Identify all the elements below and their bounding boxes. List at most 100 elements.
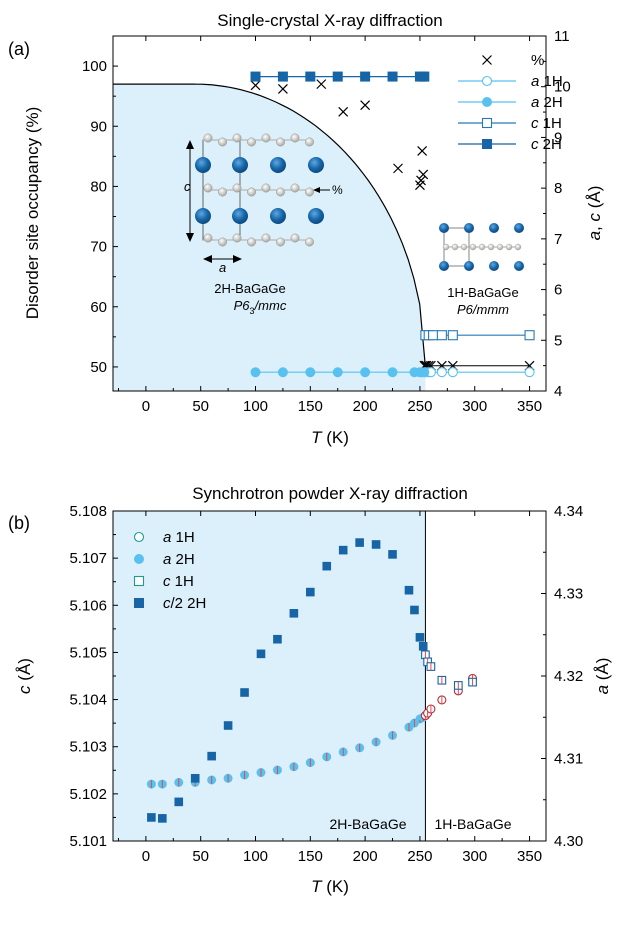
ga-ge-atom xyxy=(232,183,242,193)
ba-atom xyxy=(232,208,248,224)
legend-item: a 1H xyxy=(133,529,195,546)
data-point xyxy=(338,106,349,117)
legend-item: c 1H xyxy=(458,115,562,132)
y2-tick-label: 4 xyxy=(554,383,562,400)
ba-atom xyxy=(514,223,524,233)
x-tick-label: 350 xyxy=(517,848,542,865)
y2-tick-label: 4.31 xyxy=(554,751,583,768)
y-tick-label: 5.104 xyxy=(69,692,107,709)
data-point xyxy=(360,71,371,82)
data-point xyxy=(332,71,343,82)
ga-ge-atom xyxy=(505,243,513,251)
data-point xyxy=(316,79,327,90)
x-tick-label: 50 xyxy=(192,848,209,865)
data-point xyxy=(250,71,261,82)
ga-ge-atom xyxy=(247,187,256,197)
ga-ge-atom xyxy=(218,187,227,197)
ba-atom xyxy=(308,208,324,224)
y2-tick-label: 7 xyxy=(554,231,562,248)
a-arrow-head xyxy=(233,255,242,263)
data-point xyxy=(371,540,381,549)
data-point xyxy=(306,587,315,597)
legend-marker xyxy=(133,575,145,587)
pct-arrow-head xyxy=(313,187,320,193)
ga-ge-atom xyxy=(451,243,459,251)
y2-tick-label: 4.32 xyxy=(554,668,583,685)
legend-marker xyxy=(134,554,144,564)
panel-a-title: Single-crystal X-ray diffraction xyxy=(217,11,443,30)
ba-atom xyxy=(439,223,449,233)
y-tick-label: 5.107 xyxy=(69,550,107,567)
data-point xyxy=(419,71,430,82)
panel-a-legend: % a 1H a 2H c 1H c 2H xyxy=(458,52,563,153)
y-tick-label: 5.101 xyxy=(69,833,107,850)
legend-marker xyxy=(133,531,145,543)
y2-tick-label: 5 xyxy=(554,332,562,349)
data-point xyxy=(524,330,535,341)
y-tick-label: 90 xyxy=(90,118,107,135)
data-point xyxy=(524,367,535,378)
c-arrow-head xyxy=(186,140,194,149)
data-point xyxy=(355,538,364,547)
y2-tick-label: 8 xyxy=(554,180,562,197)
legend-label: c 2H xyxy=(531,136,562,153)
y-tick-label: 5.105 xyxy=(69,644,107,661)
phase-1h-label: 1H-BaGaGe xyxy=(434,816,511,832)
ga-ge-atom xyxy=(276,237,285,247)
inset-c-label: c xyxy=(184,179,191,194)
x-tick-label: 300 xyxy=(462,398,487,415)
legend-item: % xyxy=(482,52,544,69)
x-tick-label: 0 xyxy=(142,398,150,415)
legend-item: a 1H xyxy=(458,73,563,90)
x-tick-label: 300 xyxy=(462,848,487,865)
y2-tick-label: 9 xyxy=(554,129,562,146)
ga-ge-atom xyxy=(478,243,486,251)
x-tick-label: 100 xyxy=(243,398,268,415)
legend-marker xyxy=(134,598,144,608)
x-tick-label: 50 xyxy=(192,398,209,415)
data-point xyxy=(250,367,261,378)
panel-a-y2-axis-label: a, c (Å) xyxy=(585,186,604,241)
data-point xyxy=(393,163,403,174)
ga-ge-atom xyxy=(442,243,450,251)
panel-b-series xyxy=(146,538,478,823)
legend-item: a 2H xyxy=(458,94,563,111)
panel-b-axes: 0 50 100 150 200 250 300 350 5.101 5.102 5.103 5.10… xyxy=(69,503,583,865)
ga-ge-atom xyxy=(218,137,227,147)
ga-ge-atom xyxy=(203,133,213,143)
ga-ge-atom xyxy=(514,243,522,251)
x-tick-label: 0 xyxy=(142,848,150,865)
y-tick-label: 50 xyxy=(90,359,107,376)
legend-marker xyxy=(482,97,492,107)
data-point xyxy=(256,649,266,659)
legend-item: c 2H xyxy=(458,136,562,153)
panel-b-y2-axis-label: a (Å) xyxy=(593,658,612,695)
ga-ge-atom xyxy=(276,187,285,197)
data-point xyxy=(190,774,200,783)
data-point xyxy=(436,367,447,378)
data-point xyxy=(404,585,414,595)
panel-a: (a) Single-crystal X-ray diffraction c a… xyxy=(8,11,604,447)
panel-a-series xyxy=(250,71,535,378)
panel-b-y-axis-label: c (Å) xyxy=(15,658,34,694)
data-point xyxy=(305,71,316,82)
legend-label: a 1H xyxy=(531,73,563,90)
data-point xyxy=(338,545,348,555)
panel-a-label: (a) xyxy=(8,39,30,59)
panel-a-y-axis-label: Disorder site occupancy (%) xyxy=(23,107,42,320)
x-tick-label: 200 xyxy=(353,848,378,865)
data-point xyxy=(289,609,299,618)
legend-label: c 1H xyxy=(163,573,194,590)
y2-tick-label: 4.30 xyxy=(554,833,583,850)
y-tick-label: 5.106 xyxy=(69,597,107,614)
legend-item: a 2H xyxy=(134,551,195,568)
ba-atom xyxy=(195,208,211,224)
ba-atom xyxy=(308,157,324,173)
data-point xyxy=(277,84,288,94)
data-point xyxy=(410,605,419,615)
y2-tick-label: 11 xyxy=(554,28,570,45)
data-point xyxy=(322,561,332,571)
data-point xyxy=(415,633,425,642)
legend-label: a 2H xyxy=(163,551,195,568)
